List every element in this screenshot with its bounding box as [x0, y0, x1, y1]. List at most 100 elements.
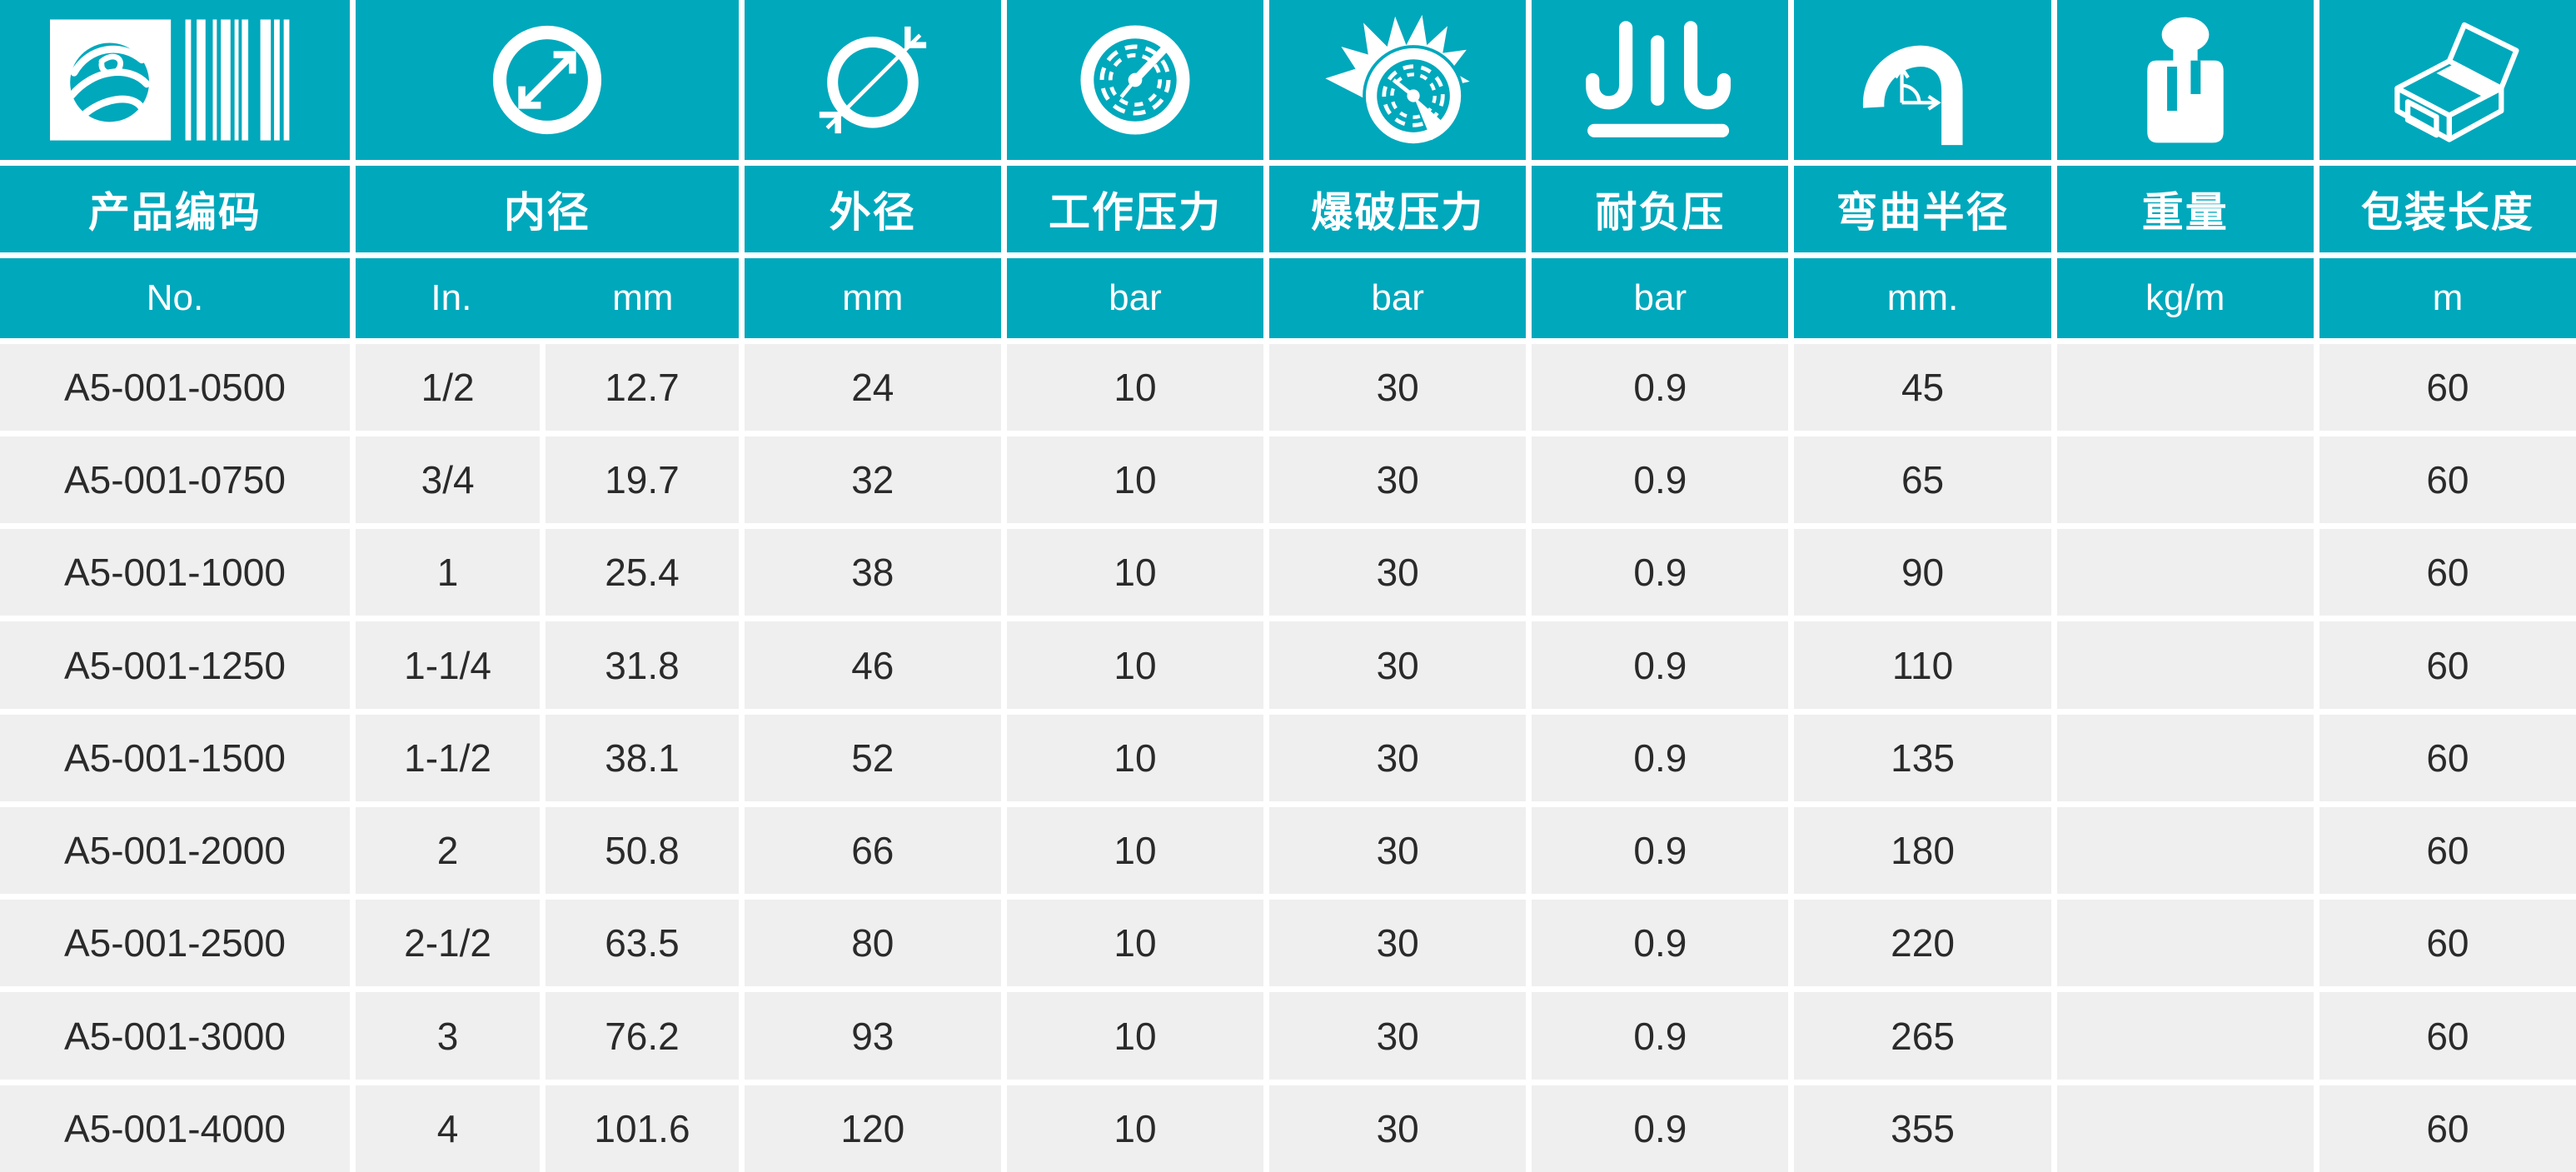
- data-cell: [2056, 621, 2314, 709]
- data-cell: 10: [1006, 714, 1264, 801]
- icon-cell-weight: [2056, 0, 2314, 161]
- product-code-cell: A5-001-4000: [0, 1085, 350, 1172]
- data-cell: 30: [1269, 1085, 1527, 1172]
- data-cell: 265: [1794, 992, 2051, 1080]
- unit-outer-diameter: mm: [744, 257, 1001, 338]
- icon-cell-working-pressure: [1006, 0, 1264, 161]
- vacuum-resistance-icon: [1586, 21, 1731, 138]
- data-cell: [2056, 529, 2314, 616]
- data-cell: 10: [1006, 529, 1264, 616]
- unit-burst-pressure: bar: [1269, 257, 1527, 338]
- unit-product-code: No.: [0, 257, 350, 338]
- data-cell: 10: [1006, 992, 1264, 1080]
- data-cell: 1-1/2: [355, 714, 541, 801]
- header-working-pressure: 工作压力: [1006, 166, 1264, 252]
- product-code-cell: A5-001-0750: [0, 436, 350, 524]
- data-cell: 38.1: [546, 714, 739, 801]
- weight-icon: [2147, 17, 2224, 143]
- data-cell: 30: [1269, 621, 1527, 709]
- data-cell: 0.9: [1532, 343, 1789, 431]
- data-cell: 30: [1269, 806, 1527, 895]
- data-cell: 120: [744, 1085, 1001, 1172]
- data-cell: 19.7: [546, 436, 739, 524]
- package-length-icon: [2394, 22, 2519, 142]
- data-cell: 65: [1794, 436, 2051, 524]
- data-cell: 30: [1269, 900, 1527, 987]
- data-cell: 135: [1794, 714, 2051, 801]
- data-cell: 32: [744, 436, 1001, 524]
- unit-inner-diameter-mm: mm: [612, 277, 674, 318]
- data-cell: 60: [2319, 714, 2576, 801]
- data-cell: 45: [1794, 343, 2051, 431]
- data-cell: 1: [355, 529, 541, 616]
- data-cell: 3: [355, 992, 541, 1080]
- data-cell: 60: [2319, 992, 2576, 1080]
- data-cell: [2056, 806, 2314, 895]
- data-cell: 80: [744, 900, 1001, 987]
- data-cell: 63.5: [546, 900, 739, 987]
- data-cell: 60: [2319, 900, 2576, 987]
- data-cell: 25.4: [546, 529, 739, 616]
- header-burst-pressure: 爆破压力: [1269, 166, 1527, 252]
- unit-weight: kg/m: [2056, 257, 2314, 338]
- header-inner-diameter: 内径: [355, 166, 739, 252]
- unit-inner-diameter-in: In.: [431, 277, 472, 318]
- data-cell: 220: [1794, 900, 2051, 987]
- header-bend-radius: 弯曲半径: [1794, 166, 2051, 252]
- inner-diameter-icon: [492, 26, 601, 135]
- icon-cell-package-length: [2319, 0, 2576, 161]
- data-cell: 0.9: [1532, 992, 1789, 1080]
- data-cell: 1/2: [355, 343, 541, 431]
- product-code-cell: A5-001-1250: [0, 621, 350, 709]
- icon-cell-product-code: [0, 0, 350, 161]
- bend-radius-icon: [1862, 45, 1963, 146]
- header-outer-diameter: 外径: [744, 166, 1001, 252]
- data-cell: [2056, 900, 2314, 987]
- data-cell: 1-1/4: [355, 621, 541, 709]
- data-cell: 66: [744, 806, 1001, 895]
- data-cell: 2-1/2: [355, 900, 541, 987]
- data-cell: 24: [744, 343, 1001, 431]
- data-cell: 10: [1006, 343, 1264, 431]
- data-cell: 38: [744, 529, 1001, 616]
- data-cell: 0.9: [1532, 529, 1789, 616]
- working-pressure-gauge-icon: [1080, 25, 1190, 135]
- data-cell: 30: [1269, 436, 1527, 524]
- data-cell: 50.8: [546, 806, 739, 895]
- product-code-cell: A5-001-2500: [0, 900, 350, 987]
- data-cell: 0.9: [1532, 714, 1789, 801]
- data-cell: 10: [1006, 621, 1264, 709]
- data-cell: 0.9: [1532, 1085, 1789, 1172]
- data-cell: 12.7: [546, 343, 739, 431]
- icon-cell-burst-pressure: [1269, 0, 1527, 161]
- data-cell: [2056, 714, 2314, 801]
- data-cell: 0.9: [1532, 621, 1789, 709]
- data-cell: 2: [355, 806, 541, 895]
- data-cell: 355: [1794, 1085, 2051, 1172]
- unit-working-pressure: bar: [1006, 257, 1264, 338]
- header-weight: 重量: [2056, 166, 2314, 252]
- data-cell: [2056, 343, 2314, 431]
- data-cell: 10: [1006, 436, 1264, 524]
- product-code-cell: A5-001-1000: [0, 529, 350, 616]
- icon-cell-inner-diameter: [355, 0, 739, 161]
- data-cell: 60: [2319, 1085, 2576, 1172]
- unit-inner-diameter: In. mm: [355, 257, 739, 338]
- data-cell: 52: [744, 714, 1001, 801]
- unit-bend-radius: mm.: [1794, 257, 2051, 338]
- burst-pressure-gauge-icon: [1325, 15, 1470, 147]
- header-package-length: 包装长度: [2319, 166, 2576, 252]
- data-cell: 3/4: [355, 436, 541, 524]
- data-cell: 93: [744, 992, 1001, 1080]
- unit-package-length: m: [2319, 257, 2576, 338]
- data-cell: 60: [2319, 529, 2576, 616]
- data-cell: 60: [2319, 343, 2576, 431]
- data-cell: 76.2: [546, 992, 739, 1080]
- data-cell: [2056, 436, 2314, 524]
- data-cell: 0.9: [1532, 900, 1789, 987]
- data-cell: 60: [2319, 436, 2576, 524]
- product-code-cell: A5-001-0500: [0, 343, 350, 431]
- product-code-cell: A5-001-3000: [0, 992, 350, 1080]
- data-cell: 30: [1269, 714, 1527, 801]
